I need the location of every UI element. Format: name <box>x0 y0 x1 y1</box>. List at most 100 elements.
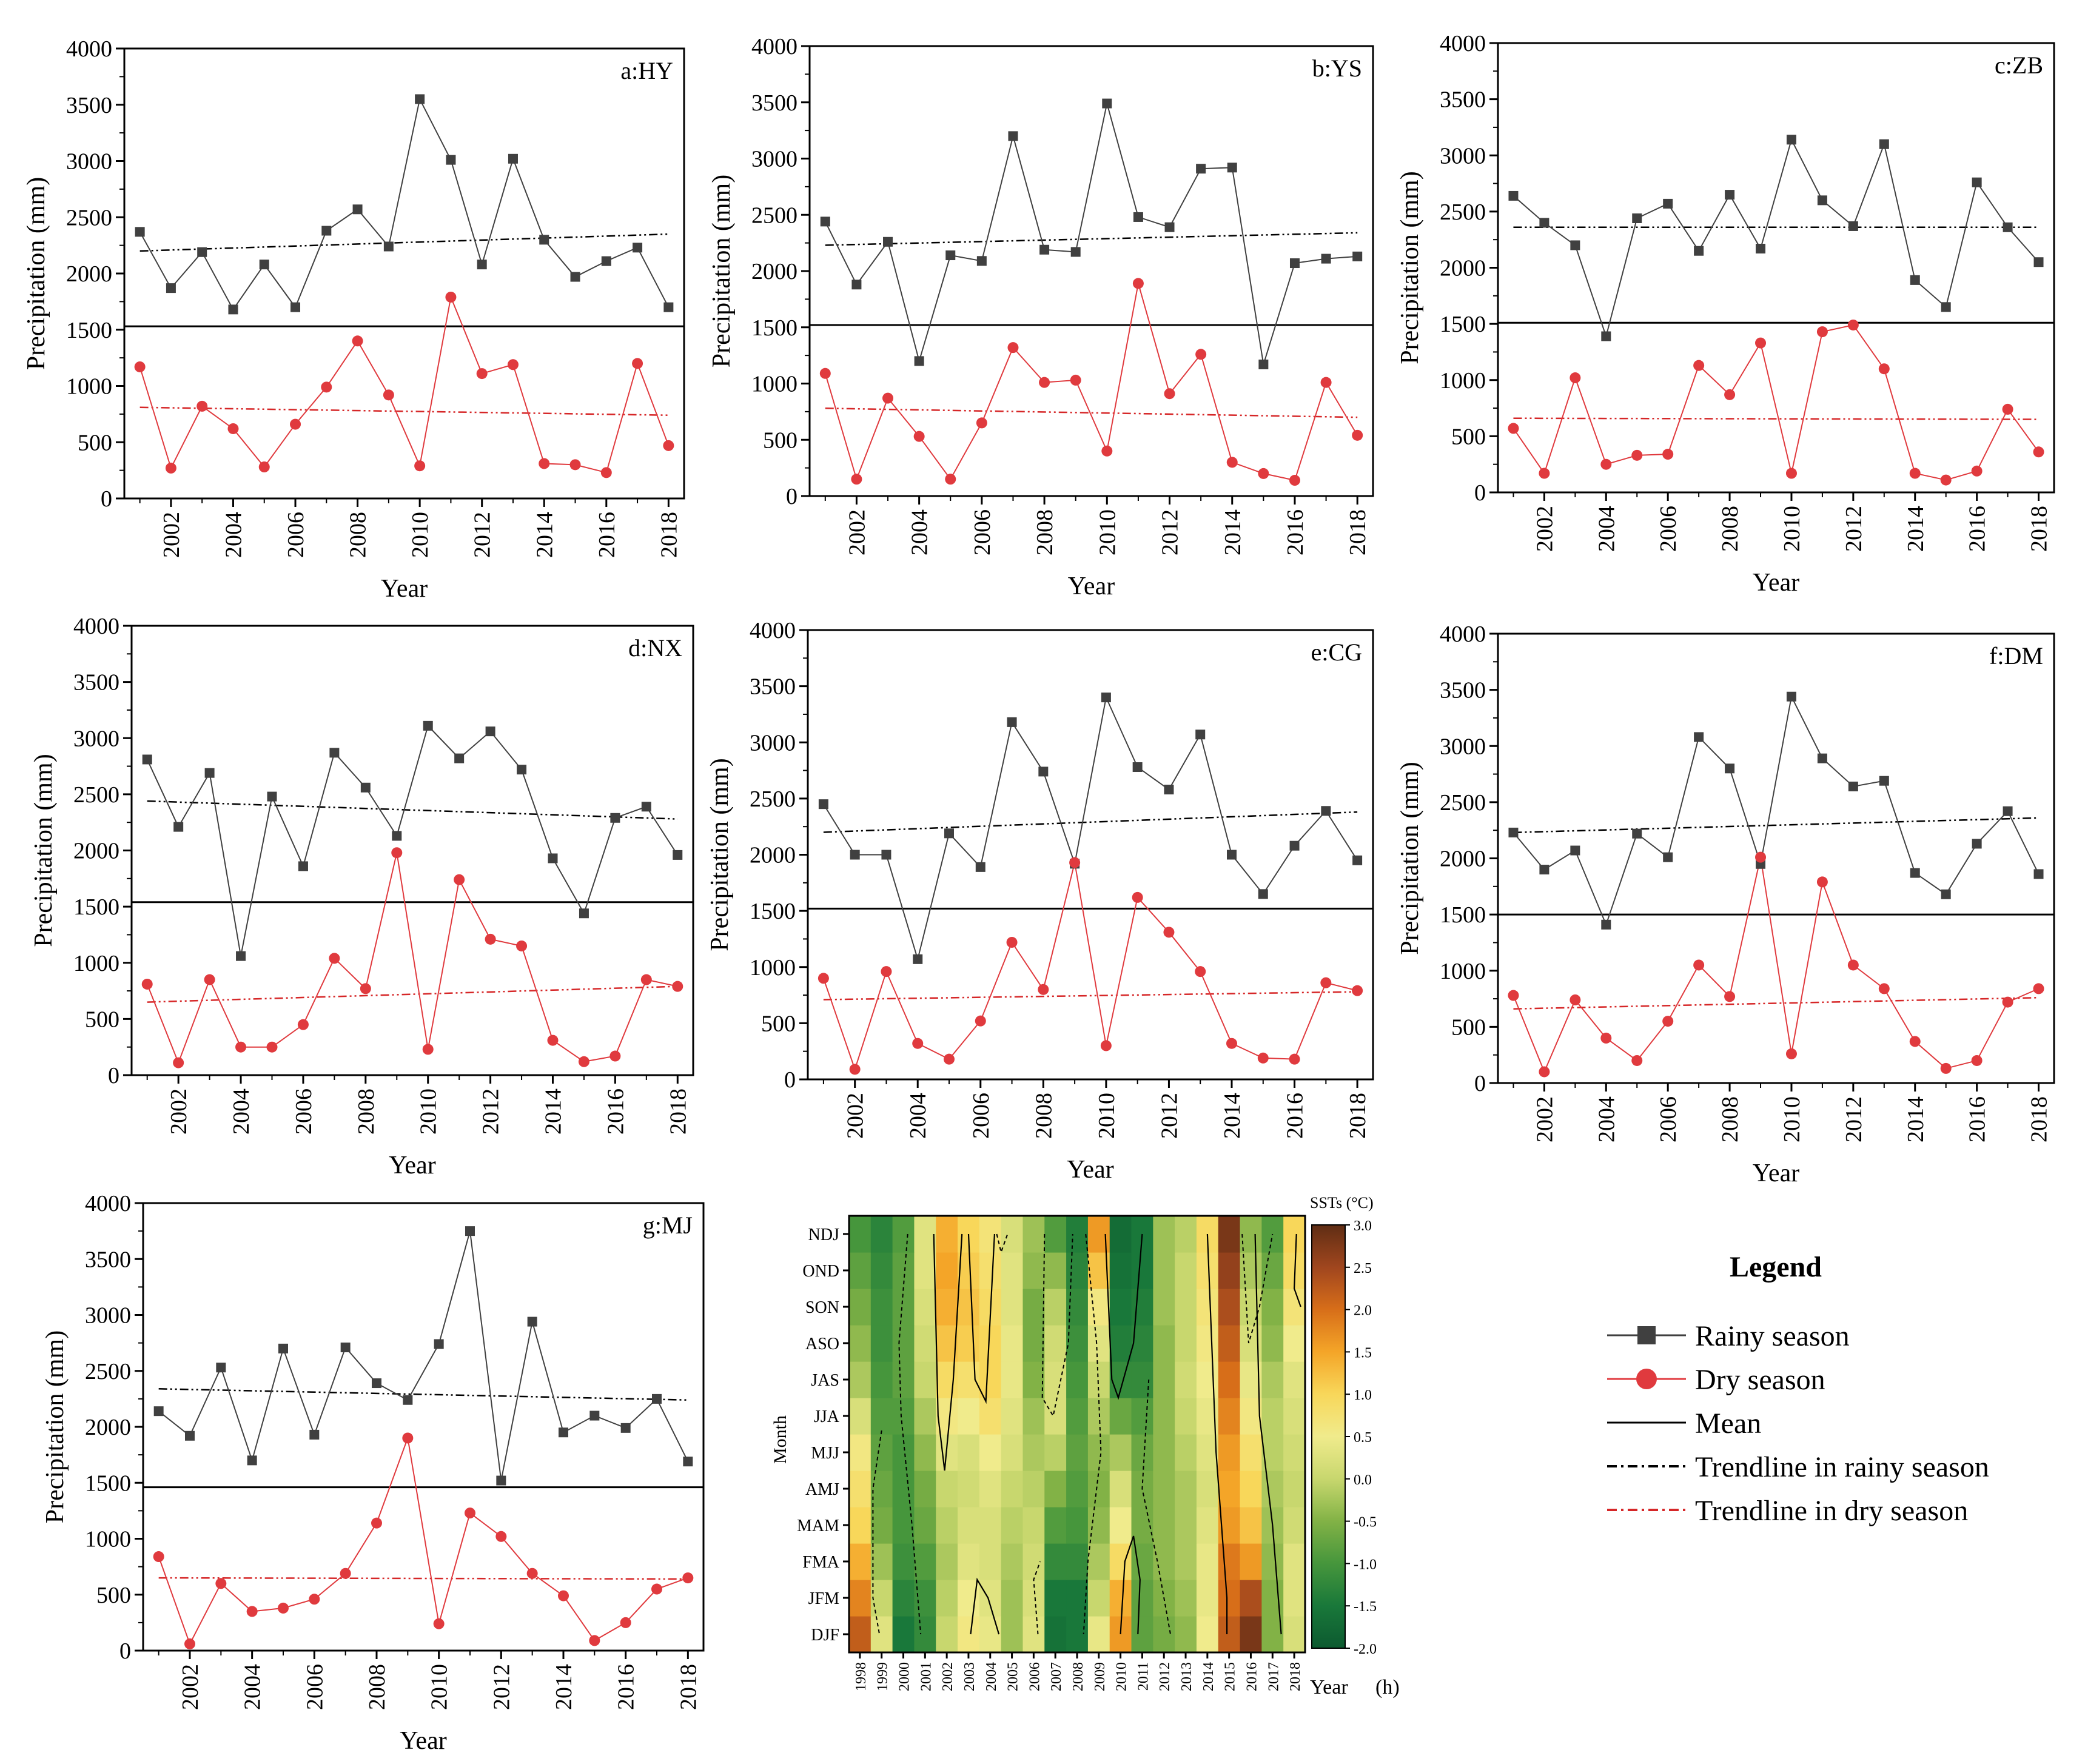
heatmap-cell <box>1153 1471 1175 1507</box>
x-tick-label: 2004 <box>1594 1096 1619 1142</box>
heatmap-cell <box>1283 1434 1306 1471</box>
heatmap-cell <box>892 1216 915 1253</box>
colorbar-tick-label: -2.0 <box>1354 1642 1377 1657</box>
heatmap-cell <box>870 1543 893 1580</box>
heatmap-cell <box>1175 1434 1197 1471</box>
x-tick-label: 2014 <box>541 1088 566 1135</box>
rainy-point <box>1972 177 1982 187</box>
y-tick-label: 3000 <box>1440 734 1486 759</box>
y-tick-label: 0 <box>108 1063 119 1088</box>
dry-point <box>278 1602 289 1614</box>
heatmap-cell <box>892 1471 915 1507</box>
rainy-point <box>329 748 340 758</box>
dry-point <box>1940 474 1952 486</box>
precip-panel-1: 0 500 1000 1500 2000 2500 3000 3500 4000 2002 2004… <box>22 36 685 603</box>
heatmap-cell <box>1131 1543 1153 1580</box>
dry-point <box>1289 1053 1300 1065</box>
series-line-dry <box>1513 857 2039 1074</box>
x-tick-label: 2014 <box>1903 506 1929 552</box>
legend-label: Trendline in dry season <box>1695 1495 1968 1527</box>
y-tick-label: 0 <box>784 1067 796 1093</box>
heatmap-cell <box>849 1507 871 1544</box>
y-tick-label: 0 <box>786 484 797 509</box>
heatmap-cell <box>1196 1361 1219 1398</box>
dry-point <box>1352 429 1363 441</box>
dry-point <box>173 1057 184 1068</box>
rainy-point <box>392 831 402 841</box>
dry-point <box>2033 446 2044 458</box>
heatmap-cell <box>892 1580 915 1617</box>
dry-point <box>1101 445 1113 457</box>
rainy-point <box>446 155 456 165</box>
heatmap-cell <box>1109 1289 1132 1326</box>
y-tick-label: 1000 <box>751 372 797 397</box>
contour-solid <box>1293 1233 1301 1307</box>
heatmap-cell <box>870 1398 893 1435</box>
rainy-point <box>173 822 184 832</box>
dry-point <box>632 358 643 369</box>
panel-label: b:YS <box>1312 55 1362 82</box>
heatmap-cell <box>1196 1543 1219 1580</box>
y-tick-label: 3000 <box>750 730 796 756</box>
dry-point <box>558 1590 569 1601</box>
legend-label: Rainy season <box>1695 1320 1850 1352</box>
x-tick-label: 2006 <box>970 509 995 555</box>
heatmap-cell <box>979 1398 1002 1435</box>
heatmap-cell <box>1131 1434 1153 1471</box>
rainy-point <box>559 1427 568 1438</box>
x-axis-title: Year <box>1753 569 1799 597</box>
heatmap-cell <box>1175 1398 1197 1435</box>
colorbar-tick-label: 2.0 <box>1354 1303 1372 1319</box>
y-tick-label: 3000 <box>751 147 797 172</box>
dry-point <box>246 1606 258 1617</box>
dry-point <box>1195 966 1206 978</box>
y-tick-label: 2500 <box>1440 790 1486 816</box>
heatmap-cell <box>892 1434 915 1471</box>
contour-dashed <box>1033 1561 1041 1635</box>
series-line-dry <box>146 852 678 1065</box>
rainy-point <box>1632 213 1642 223</box>
legend-label: Trendline in rainy season <box>1695 1451 1989 1483</box>
year-label: 2002 <box>940 1662 956 1691</box>
dry-point <box>1226 1038 1237 1049</box>
heatmap-cell <box>914 1616 936 1653</box>
y-tick-label: 0 <box>101 486 112 512</box>
dry-point <box>290 418 301 430</box>
y-tick-label: 2000 <box>751 259 797 284</box>
dry-point <box>547 1035 559 1046</box>
dry-point <box>819 367 831 379</box>
heatmap-cell <box>1001 1252 1024 1289</box>
trendline-dry <box>147 985 678 1003</box>
heatmap-cell <box>892 1289 915 1326</box>
y-tick-label: 2500 <box>751 203 797 228</box>
rainy-point <box>673 850 683 860</box>
dry-point <box>1816 326 1828 338</box>
heatmap-cell <box>914 1543 936 1580</box>
month-label: ASO <box>805 1335 839 1353</box>
rainy-point <box>1879 139 1889 149</box>
heatmap-cell <box>1240 1434 1262 1471</box>
dry-point <box>1816 876 1828 888</box>
dry-point <box>476 368 488 380</box>
year-label: 2003 <box>962 1662 978 1691</box>
dry-point <box>329 953 340 964</box>
month-label: OND <box>802 1262 839 1281</box>
rainy-point <box>166 283 176 293</box>
rainy-point <box>1694 732 1704 742</box>
dry-point <box>2033 983 2044 994</box>
rainy-point <box>477 260 487 270</box>
rainy-point <box>976 256 987 266</box>
trendline-rainy <box>139 233 669 252</box>
heatmap-cell <box>1109 1398 1132 1435</box>
series-line-dry <box>824 283 1358 481</box>
dry-point <box>165 462 176 474</box>
x-tick-label: 2002 <box>843 1093 868 1139</box>
heatmap-cell <box>958 1507 980 1544</box>
heatmap-cell <box>849 1361 871 1398</box>
rainy-point <box>1321 806 1331 816</box>
dry-point <box>849 1064 861 1075</box>
x-tick-label: 2008 <box>1032 509 1058 555</box>
y-tick-label: 3500 <box>1440 678 1486 703</box>
heatmap-cell <box>1240 1580 1262 1617</box>
x-tick-label: 2008 <box>354 1088 379 1135</box>
